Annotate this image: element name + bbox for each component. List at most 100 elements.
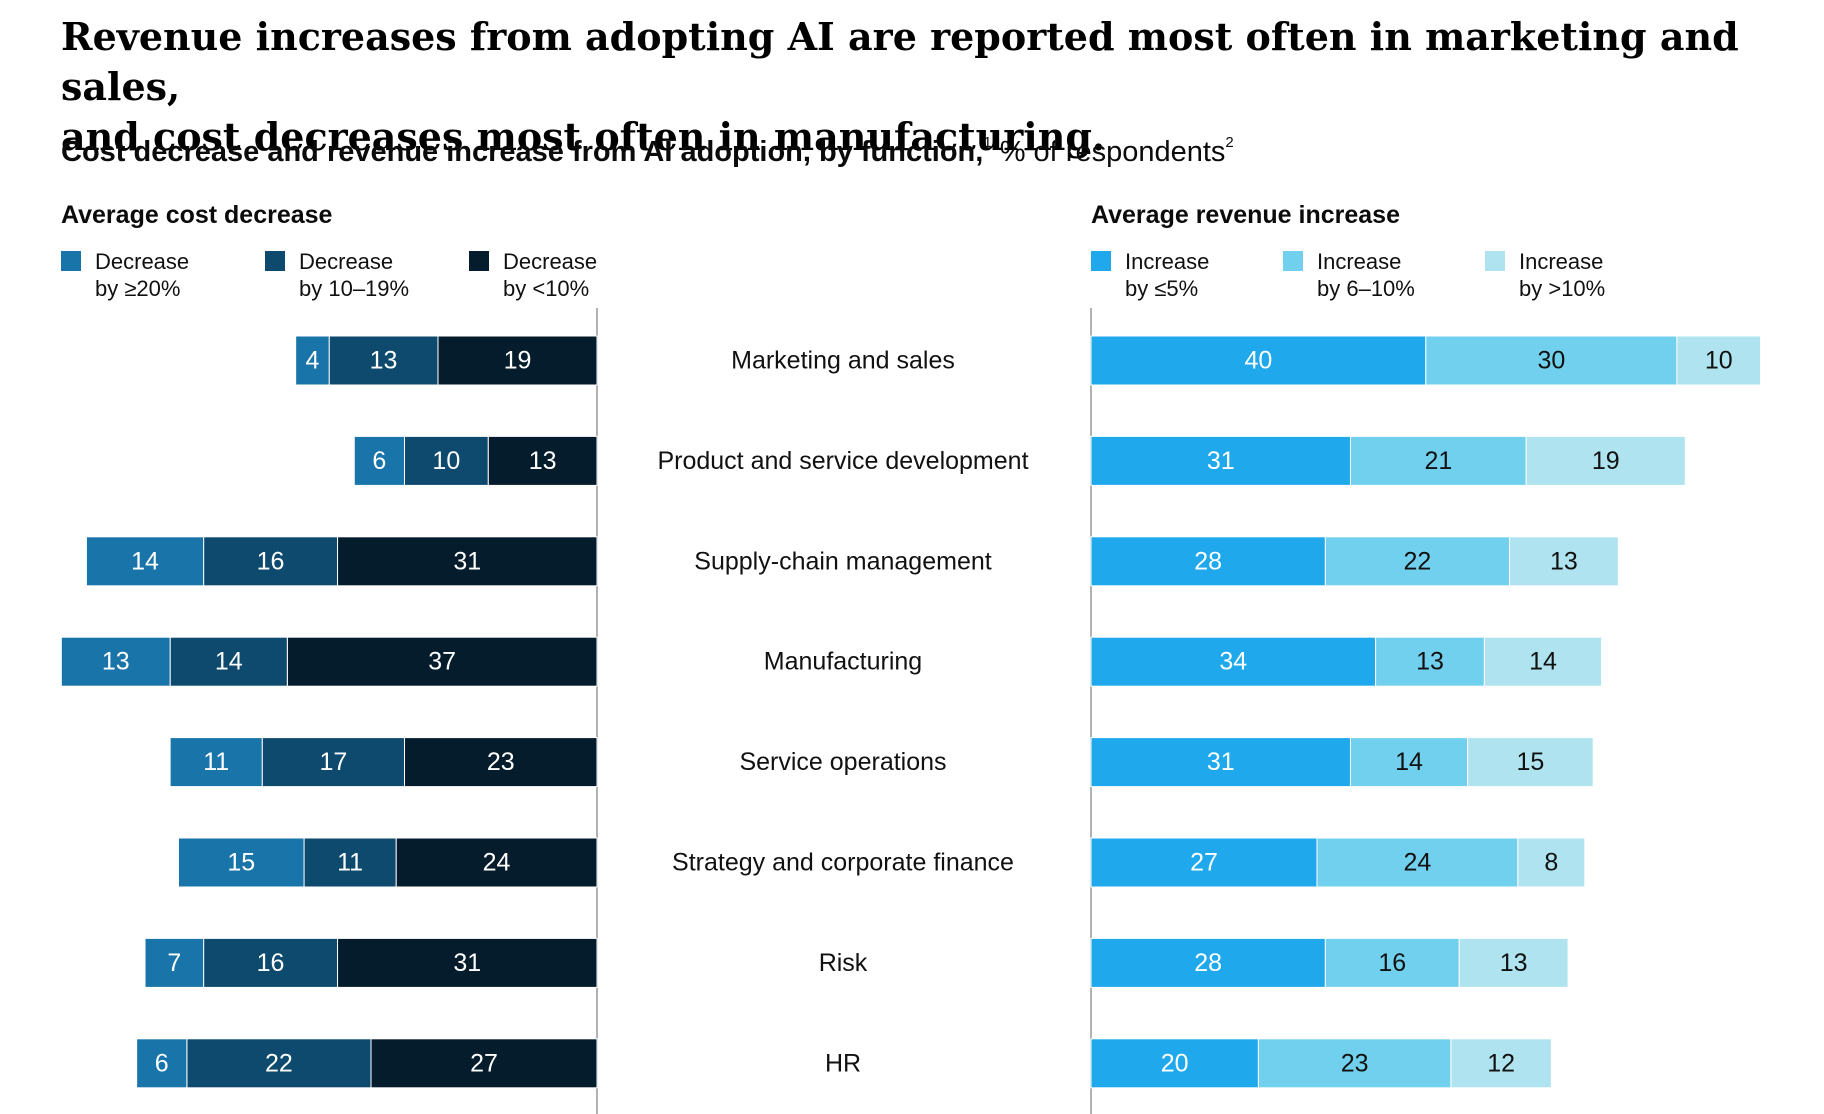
legend-item-rev-6-10: Increase by 6–10% [1283,248,1445,302]
legend-swatch [469,251,489,271]
bar-revenue-segment [1525,435,1686,486]
data-label: 17 [319,748,347,776]
bar-revenue-segment [1483,636,1603,687]
bar-revenue-segment [1425,335,1678,386]
legend-item-cost-10-19: Decrease by 10–19% [265,248,429,302]
data-label: 27 [1190,849,1218,877]
data-label: 22 [1404,547,1432,575]
data-label: 14 [1395,748,1423,776]
bar-cost-segment [261,737,405,788]
legend-label: Increase by >10% [1519,249,1606,301]
data-label: 13 [1550,547,1578,575]
data-label: 21 [1424,447,1452,475]
bar-revenue-segment [1324,536,1510,587]
data-label: 13 [370,347,398,375]
data-label: 15 [227,849,255,877]
bar-cost-segment [370,1038,598,1089]
data-label: 13 [1500,949,1528,977]
data-label: 19 [1592,447,1620,475]
category-label: Strategy and corporate finance [672,849,1014,877]
category-label: Service operations [739,748,946,776]
subtitle-main: Cost decrease and revenue increase from … [61,136,984,168]
bar-revenue-segment [1090,536,1326,587]
data-label: 14 [1529,648,1557,676]
data-label: 30 [1537,347,1565,375]
bar-cost-segment [437,335,598,386]
bar-revenue-segment [1517,837,1586,888]
legend-label: Decrease by <10% [503,249,598,301]
revenue-panel-title: Average revenue increase [1091,201,1400,229]
data-label: 34 [1219,648,1247,676]
bar-cost-segment [203,937,339,988]
data-label: 31 [1207,748,1235,776]
cost-panel-title: Average cost decrease [61,201,333,229]
legend-swatch [1485,251,1505,271]
bar-revenue-segment [1257,1038,1452,1089]
data-label: 6 [372,447,386,475]
bar-revenue-segment [1676,335,1762,386]
bar-revenue-segment [1450,1038,1552,1089]
bar-revenue-segment [1324,937,1460,988]
bar-cost-segment [303,837,397,888]
data-label: 23 [487,748,515,776]
data-label: 28 [1194,949,1222,977]
bar-revenue-segment [1090,737,1351,788]
legend-swatch [1283,251,1303,271]
category-label: Risk [819,949,868,977]
category-label: Marketing and sales [731,347,955,375]
bar-revenue-segment [1349,435,1527,486]
legend-label: Decrease by ≥20% [95,249,190,301]
category-label: Manufacturing [764,648,922,676]
footnote-marker-1: 1 [983,134,992,151]
data-label: 13 [1416,648,1444,676]
bar-cost-segment [286,636,598,687]
bar-cost-segment [60,636,171,687]
data-label: 4 [305,347,319,375]
bar-cost-segment [85,536,205,587]
legend-swatch [265,251,285,271]
bar-revenue-segment [1467,737,1594,788]
bar-cost-segment [395,837,598,888]
data-label: 24 [1404,849,1432,877]
bar-revenue-segment [1090,335,1427,386]
data-label: 16 [1378,949,1406,977]
category-label: HR [825,1049,861,1077]
legend-swatch [61,251,81,271]
data-label: 31 [453,547,481,575]
bar-cost-segment [337,937,598,988]
subtitle-unit: % of respondents [991,136,1226,168]
legend-label: Decrease by 10–19% [299,249,410,301]
data-label: 31 [1207,447,1235,475]
bar-cost-segment [186,1038,372,1089]
data-label: 8 [1544,849,1558,877]
data-label: 10 [432,447,460,475]
cost-legend: Decrease by ≥20% Decrease by 10–19% Decrea… [61,248,673,302]
legend-item-cost-ge20: Decrease by ≥20% [61,248,225,302]
data-label: 7 [167,949,181,977]
revenue-legend: Increase by ≤5% Increase by 6–10% Increase… [1091,248,1689,302]
legend-label: Increase by ≤5% [1125,249,1210,301]
chart-title: Revenue increases from adopting AI are r… [61,12,1761,162]
data-label: 11 [203,748,229,776]
bar-cost-segment [178,837,305,888]
chart-title-line-2: and cost decreases most often in manufac… [61,114,1106,159]
bar-cost-segment [144,937,205,988]
data-label: 12 [1487,1049,1515,1077]
data-label: 13 [529,447,557,475]
bar-revenue-segment [1090,435,1351,486]
chart-title-line-1: Revenue increases from adopting AI are r… [61,14,1739,109]
data-label: 40 [1244,347,1272,375]
footnote-marker-2: 2 [1225,134,1234,151]
data-label: 28 [1194,547,1222,575]
data-label: 10 [1705,347,1733,375]
data-label: 27 [470,1049,498,1077]
data-label: 15 [1517,748,1545,776]
data-label: 23 [1341,1049,1369,1077]
bar-cost-segment [169,737,263,788]
chart-subtitle: Cost decrease and revenue increase from … [61,132,1234,172]
data-label: 14 [131,547,159,575]
data-label: 13 [102,648,130,676]
legend-item-rev-gt10: Increase by >10% [1485,248,1649,302]
bar-revenue-segment [1090,837,1318,888]
